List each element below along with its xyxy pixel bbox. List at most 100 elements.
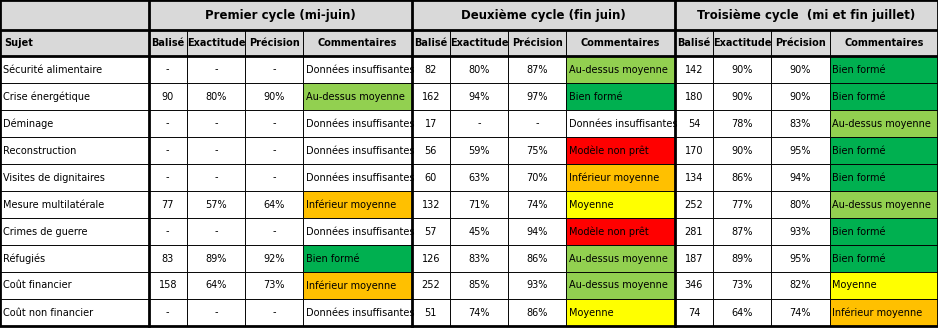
Text: 90: 90 xyxy=(161,91,174,102)
Text: 45%: 45% xyxy=(468,226,490,237)
Text: 78%: 78% xyxy=(732,119,753,129)
Text: -: - xyxy=(214,173,218,183)
Text: 93%: 93% xyxy=(790,226,811,237)
Text: 77: 77 xyxy=(161,200,174,209)
Text: -: - xyxy=(272,145,276,155)
Text: 56: 56 xyxy=(425,145,437,155)
Text: 187: 187 xyxy=(685,254,704,264)
Text: Modèle non prêt: Modèle non prêt xyxy=(569,226,649,237)
Text: 83%: 83% xyxy=(468,254,490,264)
Text: Mesure multilatérale: Mesure multilatérale xyxy=(3,200,104,209)
Bar xyxy=(0,191,148,218)
Bar xyxy=(713,83,771,110)
Text: 346: 346 xyxy=(685,280,704,290)
Bar xyxy=(508,83,567,110)
Bar xyxy=(771,191,829,218)
Text: 86%: 86% xyxy=(732,173,753,183)
Text: 80%: 80% xyxy=(205,91,227,102)
Text: 93%: 93% xyxy=(526,280,548,290)
Text: Visites de dignitaires: Visites de dignitaires xyxy=(3,173,105,183)
Text: -: - xyxy=(214,145,218,155)
Bar xyxy=(829,83,938,110)
Bar xyxy=(567,56,674,83)
Bar xyxy=(187,137,245,164)
Bar xyxy=(412,110,450,137)
Bar xyxy=(674,137,713,164)
Bar xyxy=(0,245,148,272)
Text: Données insuffisantes: Données insuffisantes xyxy=(306,65,415,74)
Bar xyxy=(829,56,938,83)
Bar xyxy=(148,56,187,83)
Bar xyxy=(771,30,829,56)
Bar xyxy=(567,218,674,245)
Bar xyxy=(508,164,567,191)
Text: Sujet: Sujet xyxy=(4,38,33,48)
Text: 132: 132 xyxy=(421,200,440,209)
Text: Au-dessus moyenne: Au-dessus moyenne xyxy=(306,91,405,102)
Text: -: - xyxy=(272,173,276,183)
Bar xyxy=(0,30,148,56)
Text: 82: 82 xyxy=(425,65,437,74)
Bar xyxy=(412,218,450,245)
Bar xyxy=(303,164,412,191)
Bar xyxy=(450,272,508,299)
Text: Troisième cycle  (mi et fin juillet): Troisième cycle (mi et fin juillet) xyxy=(697,8,915,21)
Bar xyxy=(148,191,187,218)
Bar xyxy=(303,245,412,272)
Bar xyxy=(450,56,508,83)
Bar xyxy=(187,83,245,110)
Bar xyxy=(187,299,245,326)
Bar xyxy=(567,218,674,245)
Text: 51: 51 xyxy=(425,308,437,318)
Bar xyxy=(412,191,450,218)
Bar xyxy=(567,164,674,191)
Text: 57%: 57% xyxy=(205,200,227,209)
Bar xyxy=(412,137,450,164)
Text: 158: 158 xyxy=(159,280,177,290)
Text: 97%: 97% xyxy=(526,91,548,102)
Bar xyxy=(674,110,713,137)
Bar xyxy=(303,56,412,83)
Bar xyxy=(0,137,148,164)
Bar xyxy=(508,218,567,245)
Bar xyxy=(412,56,450,83)
Bar xyxy=(245,164,303,191)
Bar xyxy=(771,299,829,326)
Bar xyxy=(713,272,771,299)
Bar xyxy=(674,0,938,30)
Bar xyxy=(412,272,450,299)
Bar xyxy=(303,30,412,56)
Bar xyxy=(0,191,148,218)
Text: 83%: 83% xyxy=(790,119,811,129)
Text: -: - xyxy=(214,308,218,318)
Bar xyxy=(148,299,187,326)
Bar xyxy=(713,137,771,164)
Bar xyxy=(829,191,938,218)
Bar xyxy=(567,245,674,272)
Bar xyxy=(829,299,938,326)
Bar xyxy=(187,137,245,164)
Text: Bien formé: Bien formé xyxy=(832,91,885,102)
Bar xyxy=(245,272,303,299)
Bar xyxy=(713,30,771,56)
Bar xyxy=(303,56,412,83)
Bar xyxy=(450,272,508,299)
Text: 89%: 89% xyxy=(732,254,753,264)
Bar xyxy=(303,30,412,56)
Bar xyxy=(303,218,412,245)
Bar xyxy=(508,191,567,218)
Bar xyxy=(187,110,245,137)
Bar xyxy=(187,30,245,56)
Text: 82%: 82% xyxy=(790,280,811,290)
Text: Déminage: Déminage xyxy=(3,118,53,129)
Bar xyxy=(829,218,938,245)
Text: 87%: 87% xyxy=(732,226,753,237)
Text: Premier cycle (mi-juin): Premier cycle (mi-juin) xyxy=(204,8,356,21)
Text: 60: 60 xyxy=(425,173,437,183)
Text: Précision: Précision xyxy=(249,38,299,48)
Bar xyxy=(0,137,148,164)
Text: 90%: 90% xyxy=(790,91,811,102)
Bar xyxy=(450,83,508,110)
Bar xyxy=(187,191,245,218)
Text: 162: 162 xyxy=(421,91,440,102)
